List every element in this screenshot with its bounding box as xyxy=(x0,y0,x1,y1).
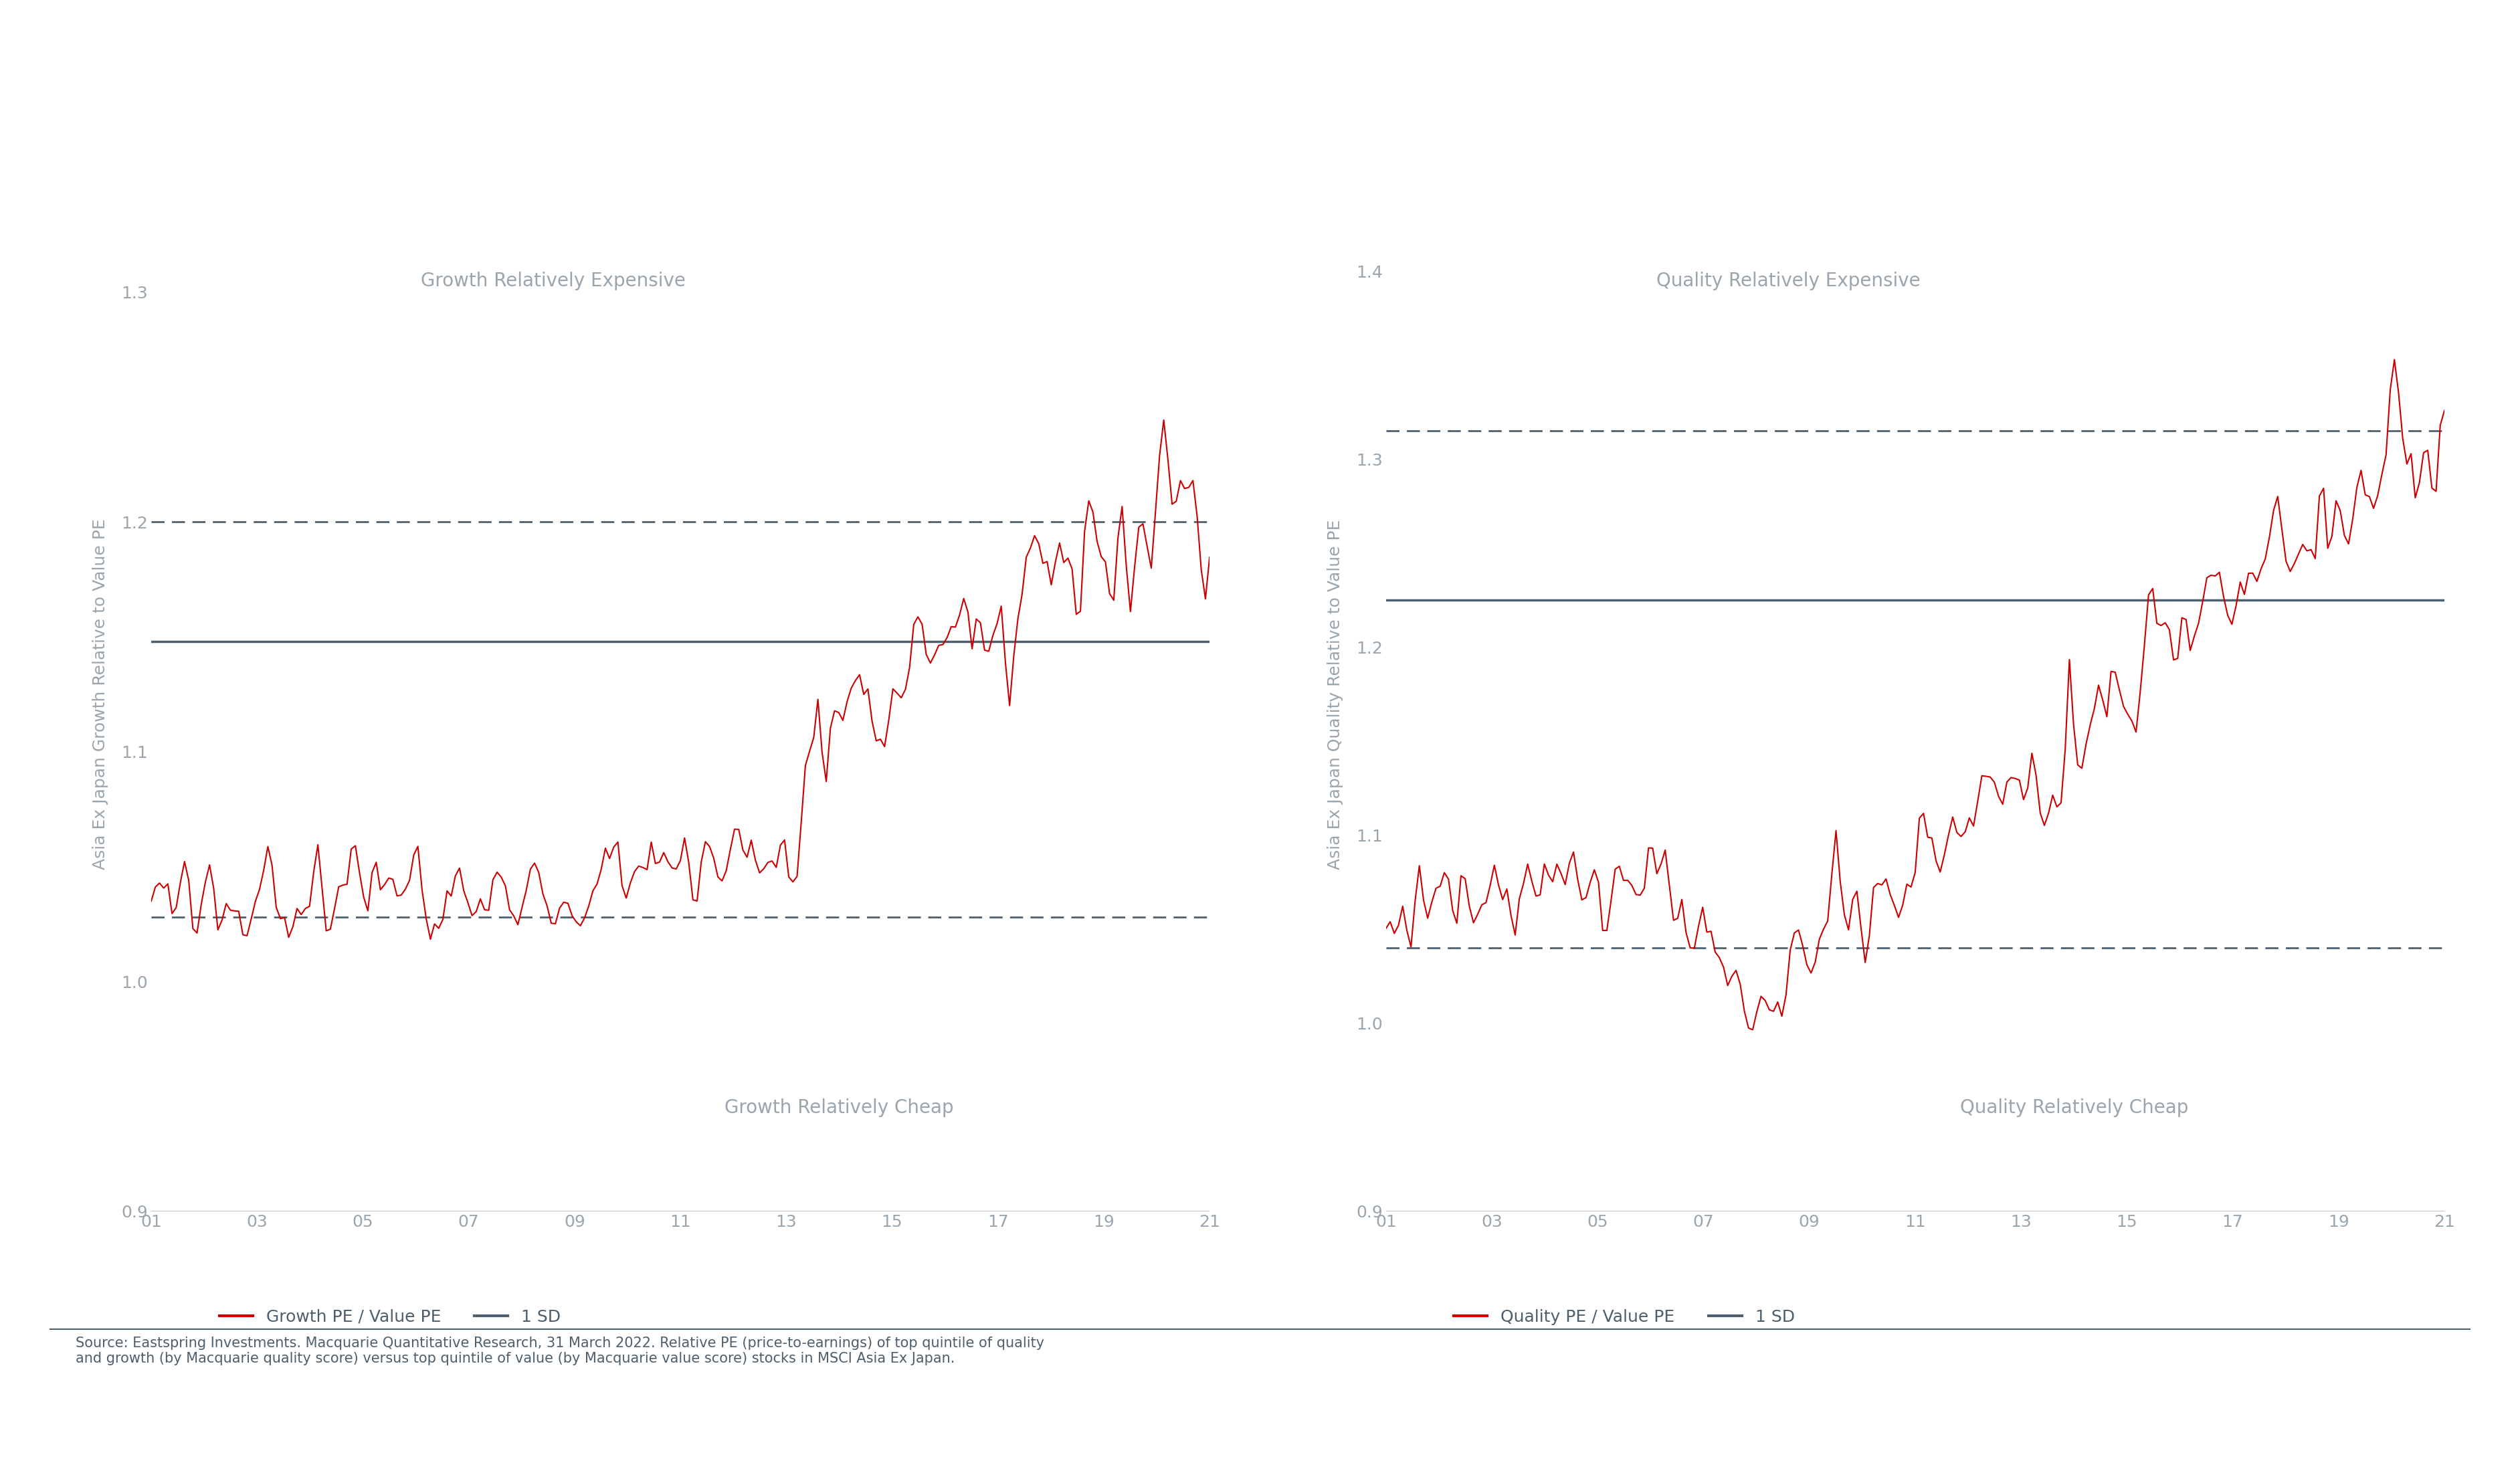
Legend: Growth PE / Value PE, 1 SD: Growth PE / Value PE, 1 SD xyxy=(212,1303,567,1332)
Legend: Quality PE / Value PE, 1 SD: Quality PE / Value PE, 1 SD xyxy=(1446,1303,1802,1332)
Text: Quality Relatively Expensive: Quality Relatively Expensive xyxy=(1656,272,1920,289)
Text: Growth Relatively Expensive: Growth Relatively Expensive xyxy=(421,272,685,289)
Y-axis label: Asia Ex Japan Growth Relative to Value PE: Asia Ex Japan Growth Relative to Value P… xyxy=(93,518,108,870)
Y-axis label: Asia Ex Japan Quality Relative to Value PE: Asia Ex Japan Quality Relative to Value … xyxy=(1328,518,1343,870)
Text: Source: Eastspring Investments. Macquarie Quantitative Research, 31 March 2022. : Source: Eastspring Investments. Macquari… xyxy=(76,1337,1043,1366)
Text: Growth Relatively Cheap: Growth Relatively Cheap xyxy=(726,1099,953,1117)
Text: Quality Relatively Cheap: Quality Relatively Cheap xyxy=(1961,1099,2187,1117)
